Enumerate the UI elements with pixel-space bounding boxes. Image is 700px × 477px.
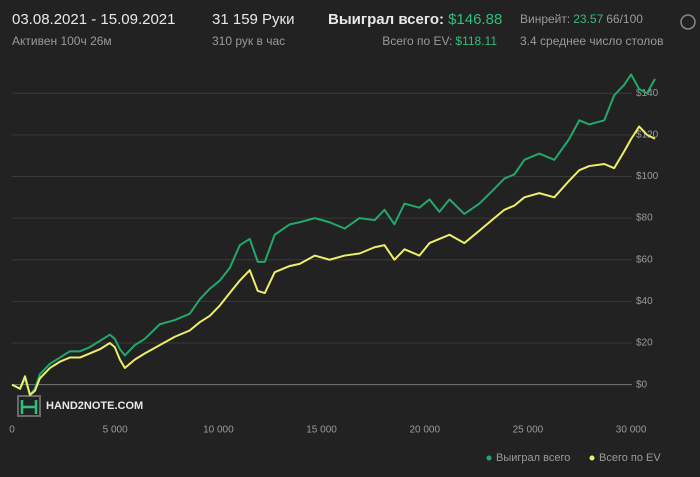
x-tick-label: 30 000 <box>616 425 647 436</box>
series-line <box>11 125 656 397</box>
x-tick-label: 15 000 <box>306 425 337 436</box>
hands: 31 159 Руки <box>212 11 295 28</box>
ev-value: $118.11 <box>455 34 497 48</box>
legend-swatch <box>589 455 595 461</box>
ev-total: Всего по EV: $118.11 <box>382 34 497 48</box>
tables: 3.4 среднее число столов <box>520 34 663 48</box>
legend-label[interactable]: Выиграл всего <box>496 452 570 464</box>
period: 03.08.2021 - 15.09.2021 <box>12 11 175 28</box>
x-tick-label: 0 <box>9 425 15 436</box>
series-line <box>11 73 656 397</box>
won-total: Выиграл всего: $146.88 <box>328 11 502 28</box>
y-tick-label: $20 <box>636 338 653 349</box>
ev-label: Всего по EV: <box>382 34 452 48</box>
x-tick-label: 25 000 <box>513 425 544 436</box>
y-tick-label: $80 <box>636 213 653 224</box>
y-tick-label: $100 <box>636 171 659 182</box>
won-value: $146.88 <box>448 11 502 28</box>
x-tick-label: 10 000 <box>203 425 234 436</box>
y-tick-label: $0 <box>636 379 648 390</box>
legend-swatch <box>486 455 492 461</box>
active-time: Активен 100ч 26м <box>12 34 112 48</box>
y-tick-label: $40 <box>636 296 653 307</box>
legend-label[interactable]: Всего по EV <box>599 452 661 464</box>
watermark: HAND2NOTE.COM <box>46 400 143 412</box>
winrate-extra: 66/100 <box>606 12 643 26</box>
watermark-logo <box>17 395 41 417</box>
winrate-value: 23.57 <box>573 12 603 26</box>
won-label: Выиграл всего: <box>328 11 444 28</box>
y-tick-label: $60 <box>636 254 653 265</box>
help-icon[interactable] <box>680 14 696 30</box>
winrate-label: Винрейт: <box>520 12 570 26</box>
x-tick-label: 20 000 <box>409 425 440 436</box>
winrate: Винрейт: 23.57 66/100 <box>520 12 643 26</box>
hands-per-hour: 310 рук в час <box>212 34 285 48</box>
x-tick-label: 5 000 <box>103 425 128 436</box>
